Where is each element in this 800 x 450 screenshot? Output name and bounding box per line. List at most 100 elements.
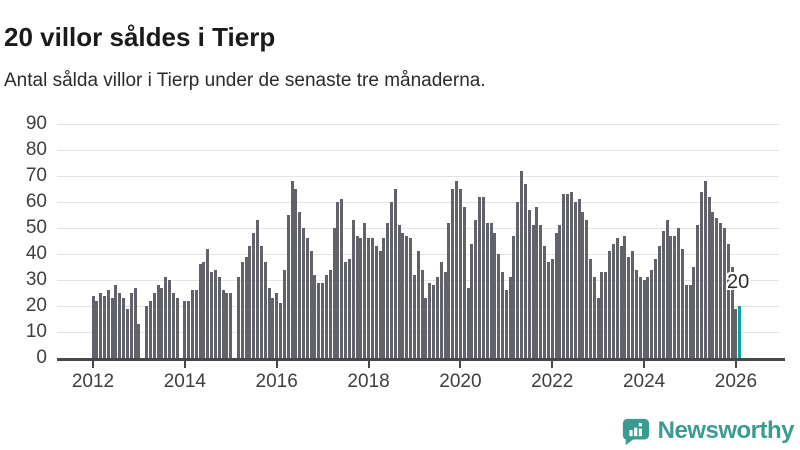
bar-month xyxy=(317,282,321,358)
bar-month xyxy=(129,293,133,358)
bar-month xyxy=(577,199,581,358)
bar-month xyxy=(347,259,351,358)
bar-month xyxy=(125,308,129,358)
bar-month xyxy=(397,225,401,358)
bar-month xyxy=(118,293,122,358)
bar-month xyxy=(229,293,233,358)
bar-month xyxy=(573,202,577,358)
bar-month xyxy=(523,183,527,358)
bar-month xyxy=(485,222,489,358)
bar-month xyxy=(382,238,386,358)
bar-month xyxy=(562,194,566,358)
bar-month xyxy=(531,225,535,358)
y-axis-label-80: 80 xyxy=(25,139,47,160)
bar-month xyxy=(324,274,328,358)
bar-month xyxy=(692,267,696,358)
bar-month xyxy=(305,238,309,358)
bar-month xyxy=(600,272,604,358)
bar-month xyxy=(466,287,470,358)
bar-month xyxy=(730,267,734,358)
bar-month xyxy=(160,287,164,358)
y-axis-label-70: 70 xyxy=(25,165,47,186)
bar-month xyxy=(443,272,447,358)
bar-month xyxy=(183,300,187,358)
y-axis-label-60: 60 xyxy=(25,191,47,212)
bar-month xyxy=(504,290,508,358)
bar-month xyxy=(198,264,202,358)
bar-month xyxy=(133,287,137,358)
page-title: 20 villor såldes i Tierp xyxy=(4,22,276,53)
bar-month xyxy=(213,269,217,358)
bar-month xyxy=(156,285,160,358)
bar-month xyxy=(137,324,141,358)
bar-month xyxy=(328,269,332,358)
bar-month xyxy=(684,285,688,358)
bar-month xyxy=(657,246,661,358)
y-axis-label-0: 0 xyxy=(36,347,47,368)
bar-month xyxy=(374,246,378,358)
bar-month xyxy=(458,189,462,358)
newsworthy-logo: Newsworthy xyxy=(621,416,795,446)
bar-month xyxy=(489,222,493,358)
gridline-y-90 xyxy=(57,124,779,125)
bar-month xyxy=(439,261,443,358)
bar-month xyxy=(650,269,654,358)
x-axis-tick-2026 xyxy=(734,361,737,368)
bar-month xyxy=(370,238,374,358)
bar-month xyxy=(351,220,355,358)
bar-month xyxy=(596,298,600,358)
bar-month xyxy=(569,191,573,358)
bar-month xyxy=(168,280,172,358)
bar-month xyxy=(363,222,367,358)
x-axis-tick-2022 xyxy=(551,361,554,368)
bar-month xyxy=(447,222,451,358)
bar-month xyxy=(462,207,466,358)
bar-month xyxy=(646,277,650,358)
bar-month xyxy=(148,300,152,358)
y-axis-label-40: 40 xyxy=(25,243,47,264)
x-axis-label-2016: 2016 xyxy=(255,371,298,392)
bar-month xyxy=(688,285,692,358)
bar-month xyxy=(611,243,615,358)
bar-month xyxy=(194,290,198,358)
bar-month xyxy=(217,277,221,358)
bar-month xyxy=(344,261,348,358)
bar-month xyxy=(390,202,393,358)
bar-month xyxy=(677,228,681,358)
bar-month xyxy=(435,277,439,358)
y-axis-label-10: 10 xyxy=(25,321,47,342)
bar-month xyxy=(355,235,359,358)
bar-month xyxy=(191,290,194,358)
bar-month xyxy=(638,277,642,358)
bar-month xyxy=(152,293,156,358)
bar-month xyxy=(707,196,711,358)
bar-month xyxy=(478,196,482,358)
bar-month xyxy=(680,248,684,358)
x-axis-label-2022: 2022 xyxy=(531,371,574,392)
bar-month xyxy=(378,251,382,358)
bar-month xyxy=(393,189,397,358)
bar-month xyxy=(340,199,344,358)
bar-month xyxy=(405,235,409,358)
y-axis-label-20: 20 xyxy=(25,295,47,316)
bar-month xyxy=(520,170,524,358)
bar-month xyxy=(206,248,210,358)
bar-chart-speech-bubble-icon xyxy=(622,418,649,446)
bar-month xyxy=(432,285,436,358)
bar-month xyxy=(286,215,290,358)
bar-month xyxy=(313,274,317,358)
chart-subtitle: Antal sålda villor i Tierp under de sena… xyxy=(4,70,486,91)
bar-month xyxy=(145,306,149,358)
bar-month xyxy=(110,298,114,358)
bar-month xyxy=(187,300,191,358)
bar-month xyxy=(665,220,669,358)
bar-month xyxy=(301,228,305,358)
bar-month xyxy=(175,298,179,358)
bar-month xyxy=(451,189,455,358)
gridline-y-50 xyxy=(57,228,779,229)
x-axis-label-2024: 2024 xyxy=(622,371,666,392)
gridline-y-60 xyxy=(57,202,779,203)
bar-month xyxy=(256,220,260,358)
bar-month xyxy=(654,259,658,358)
